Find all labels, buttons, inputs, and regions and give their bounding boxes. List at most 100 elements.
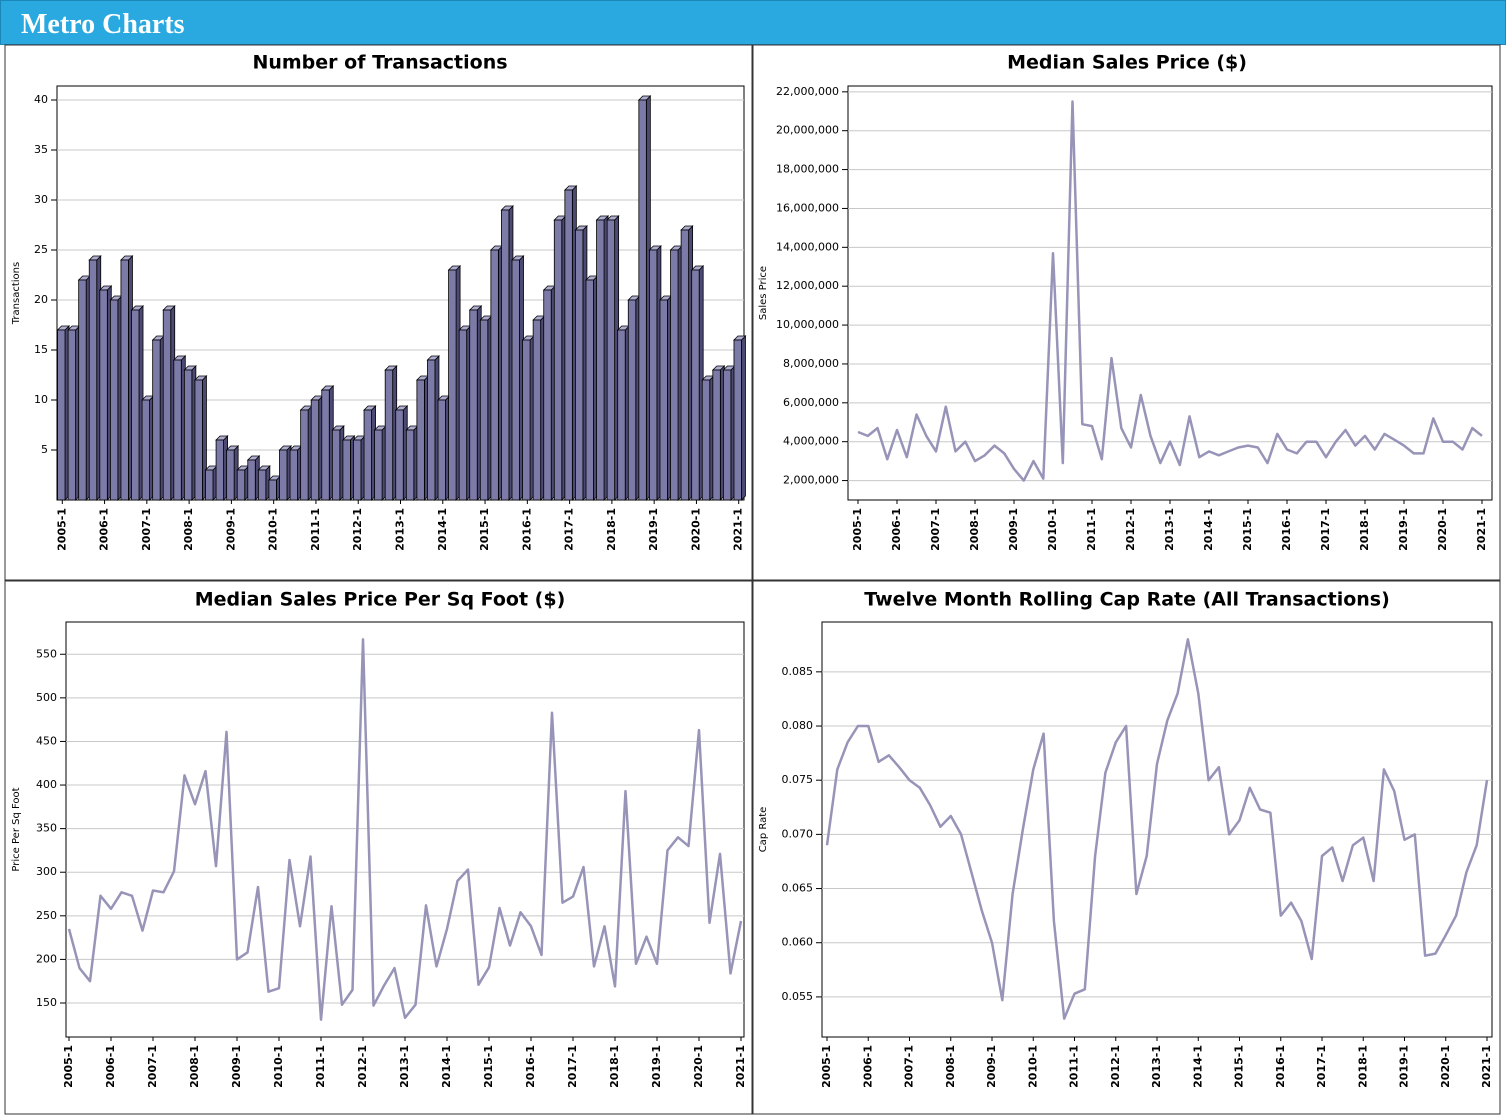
y-tick-label: 14,000,000	[776, 240, 839, 253]
bar-front	[215, 439, 224, 501]
bar	[183, 365, 197, 501]
x-tick-label: 2018-1	[608, 1045, 621, 1088]
chart-title: Twelve Month Rolling Cap Rate (All Trans…	[864, 589, 1390, 611]
bar-front	[427, 359, 436, 501]
y-tick-label: 16,000,000	[776, 201, 839, 214]
plot-area	[821, 621, 1493, 1038]
bar	[236, 465, 250, 501]
bar-front	[310, 399, 320, 501]
x-tick-label: 2020-1	[1436, 508, 1449, 551]
x-tick-label: 2006-1	[861, 1045, 874, 1088]
header: Metro Charts	[0, 0, 1506, 45]
x-tick-label: 2019-1	[647, 508, 660, 551]
bar	[595, 215, 610, 501]
bar-front	[120, 259, 129, 501]
bar	[162, 305, 176, 501]
header-title: Metro Charts	[21, 9, 185, 40]
bar-front	[437, 399, 446, 501]
x-tick-label: 2009-1	[985, 1045, 998, 1088]
x-tick-label: 2013-1	[398, 1045, 411, 1088]
x-tick-label: 2005-1	[55, 508, 68, 551]
bar	[680, 225, 694, 501]
bar	[225, 445, 240, 501]
x-tick-label: 2013-1	[394, 508, 407, 551]
bar-front	[342, 439, 351, 501]
bar	[257, 465, 271, 501]
bar-front	[680, 229, 690, 501]
bar-front	[416, 379, 425, 501]
y-tick-label: 25	[34, 243, 48, 256]
bar-front	[279, 449, 288, 501]
bar	[373, 425, 388, 501]
x-tick-label: 2012-1	[1109, 1045, 1122, 1088]
bar	[394, 405, 409, 501]
bar	[532, 315, 546, 501]
bar	[553, 215, 567, 501]
bar-front	[194, 379, 203, 501]
bar-front	[183, 369, 193, 501]
bar-front	[67, 329, 77, 501]
x-tick-label: 2010-1	[1046, 508, 1059, 551]
bar-front	[268, 479, 277, 501]
plot-area	[847, 85, 1493, 501]
bar	[310, 395, 324, 501]
bar-front	[99, 289, 108, 501]
chart-title: Median Sales Price Per Sq Foot ($)	[195, 589, 566, 611]
bar	[468, 305, 483, 501]
bar	[479, 315, 493, 501]
y-tick-label: 6,000,000	[783, 396, 839, 409]
bar	[722, 365, 736, 501]
bar-front	[733, 339, 742, 501]
bar	[204, 465, 218, 501]
bar-front	[617, 329, 626, 501]
x-tick-label: 2021-1	[1475, 508, 1488, 551]
bar	[574, 225, 588, 501]
x-tick-label: 2010-1	[1026, 1045, 1039, 1088]
bar	[172, 355, 187, 501]
bar-front	[575, 229, 584, 501]
y-tick-label: 450	[36, 734, 57, 747]
y-tick-label: 15	[34, 343, 48, 356]
x-tick-label: 2020-1	[692, 1045, 705, 1088]
data-line	[857, 100, 1483, 482]
bar	[267, 475, 282, 501]
x-tick-label: 2008-1	[944, 1045, 957, 1088]
x-tick-label: 2014-1	[1191, 1045, 1204, 1088]
bar-front	[458, 329, 468, 501]
x-tick-label: 2006-1	[890, 508, 903, 551]
chart-title: Median Sales Price ($)	[1007, 52, 1247, 74]
bar-front	[532, 319, 542, 501]
bar-front	[374, 429, 383, 501]
bar	[193, 375, 208, 501]
x-tick-label: 2019-1	[1398, 1045, 1411, 1088]
bar	[690, 265, 705, 501]
bar-front	[363, 409, 372, 501]
bar-front	[522, 339, 531, 501]
bar	[447, 265, 462, 501]
x-tick-label: 2020-1	[1439, 1045, 1452, 1088]
x-tick-label: 2011-1	[1085, 508, 1098, 551]
bar	[637, 95, 652, 501]
x-tick-label: 2006-1	[104, 1045, 117, 1088]
y-tick-label: 10	[34, 393, 48, 406]
bar-side	[741, 335, 746, 501]
y-axis-label: Price Per Sq Foot	[11, 787, 22, 871]
y-tick-label: 0.070	[782, 827, 814, 840]
bar	[659, 295, 673, 501]
x-tick-label: 2007-1	[146, 1045, 159, 1088]
y-tick-label: 30	[34, 193, 48, 206]
y-tick-label: 20,000,000	[776, 124, 839, 137]
bar	[98, 285, 113, 501]
bar	[77, 275, 92, 501]
bar	[363, 405, 377, 501]
x-tick-label: 2014-1	[436, 508, 449, 551]
y-tick-label: 5	[41, 443, 48, 456]
x-tick-label: 2013-1	[1163, 508, 1176, 551]
x-tick-label: 2005-1	[820, 1045, 833, 1088]
x-tick-label: 2015-1	[478, 508, 491, 551]
x-tick-label: 2019-1	[650, 1045, 663, 1088]
y-tick-label: 250	[36, 909, 57, 922]
bar-front	[395, 409, 404, 501]
bar	[711, 365, 726, 501]
bar	[289, 445, 303, 501]
